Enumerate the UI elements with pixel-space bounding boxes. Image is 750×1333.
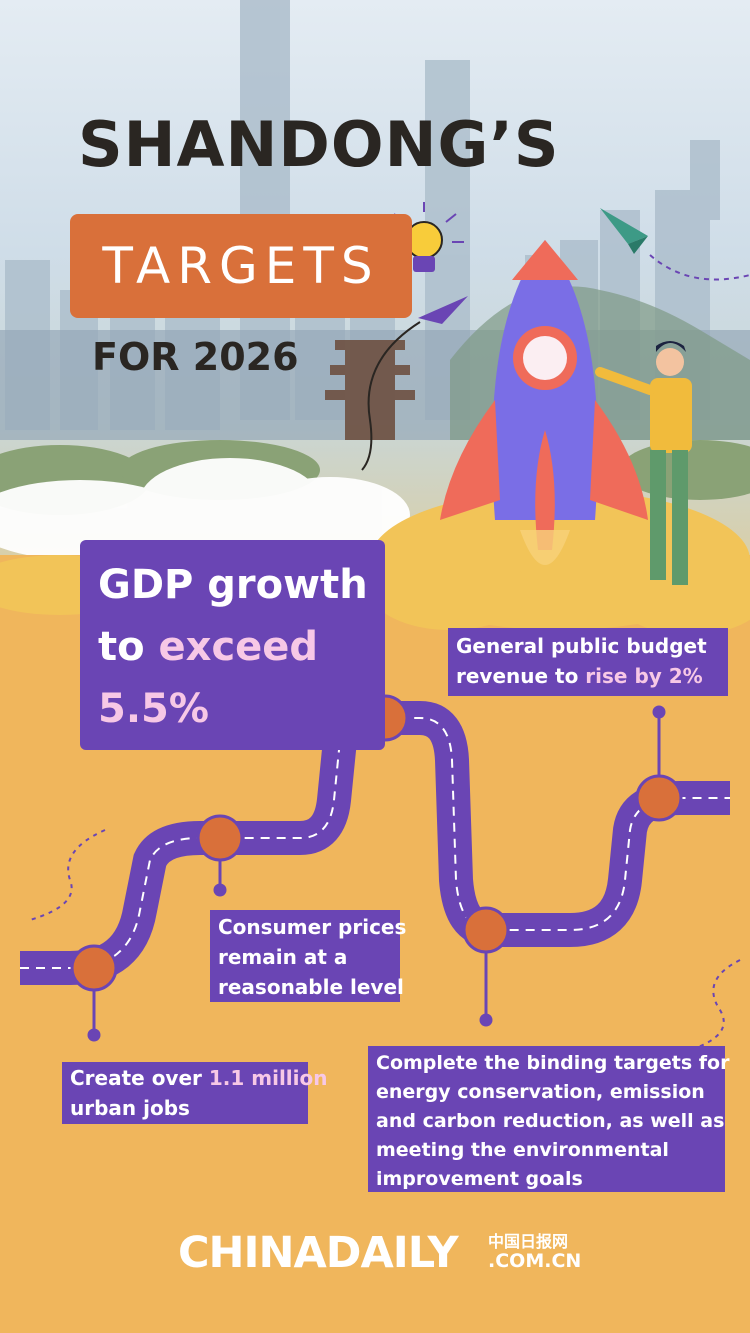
revenue-target-card: General public budget revenue to rise by… <box>448 628 728 696</box>
person-figure <box>595 341 692 585</box>
jobs-target-card: Create over 1.1 million urban jobs <box>62 1062 328 1124</box>
cpi-target-card: Consumer prices remain at a reasonable l… <box>210 910 407 1002</box>
env-line4: meeting the environmental <box>376 1139 669 1161</box>
gdp-value: 5.5% <box>98 686 209 732</box>
page-title: SHANDONG’S <box>78 108 560 181</box>
gdp-line2-text: to <box>98 624 159 670</box>
env-line5: improvement goals <box>376 1168 583 1190</box>
road-path <box>20 701 730 985</box>
logo-url: .COM.CN <box>488 1250 582 1272</box>
title-badge: TARGETS <box>70 214 412 318</box>
rocket-icon <box>440 240 648 565</box>
lightbulb-icon <box>393 202 464 272</box>
env-line1: Complete the binding targets for <box>376 1052 730 1074</box>
jobs-line1-text: Create over <box>70 1066 209 1090</box>
logo-chinese: 中国日报网 <box>488 1232 569 1251</box>
paper-plane-icon <box>361 208 750 471</box>
env-line3: and carbon reduction, as well as <box>376 1110 725 1132</box>
cpi-line1: Consumer prices <box>218 915 407 939</box>
jobs-line2: urban jobs <box>70 1096 190 1120</box>
gdp-highlight: exceed <box>158 624 319 670</box>
env-line2: energy conservation, emission <box>376 1081 705 1103</box>
gdp-target-card: GDP growth to exceed 5.5% <box>80 540 385 750</box>
title-badge-text: TARGETS <box>102 237 380 295</box>
revenue-line2: revenue to rise by 2% <box>456 661 720 691</box>
cpi-line3: reasonable level <box>218 975 404 999</box>
revenue-line1: General public budget <box>456 634 707 658</box>
title-year: FOR 2026 <box>92 335 299 379</box>
revenue-highlight: rise by 2% <box>585 664 703 688</box>
jobs-line1: Create over 1.1 million <box>70 1063 328 1093</box>
gdp-line2: to exceed <box>98 616 385 678</box>
gdp-line1: GDP growth <box>98 562 368 608</box>
revenue-line2-text: revenue to <box>456 664 586 688</box>
cpi-line2: remain at a <box>218 945 348 969</box>
environment-target-card: Complete the binding targets for energy … <box>368 1046 730 1192</box>
chinadaily-logo: CHINADAILY 中国日报网 .COM.CN <box>178 1228 598 1288</box>
jobs-highlight: 1.1 million <box>208 1066 328 1090</box>
logo-text: CHINADAILY <box>178 1228 459 1278</box>
